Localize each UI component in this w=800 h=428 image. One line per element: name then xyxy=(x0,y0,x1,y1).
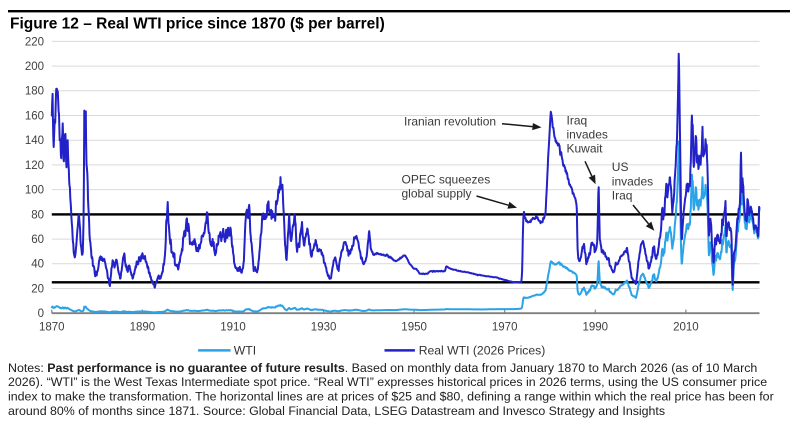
svg-text:1930: 1930 xyxy=(311,322,337,334)
svg-text:80: 80 xyxy=(31,209,44,221)
svg-text:60: 60 xyxy=(31,234,44,246)
svg-text:0: 0 xyxy=(38,308,44,320)
svg-text:1910: 1910 xyxy=(220,322,246,334)
svg-text:WTI: WTI xyxy=(234,343,256,357)
svg-text:index to make the transformati: index to make the transformation. The ho… xyxy=(8,390,774,404)
svg-text:2010: 2010 xyxy=(673,322,699,334)
svg-text:20: 20 xyxy=(31,283,44,295)
svg-text:100: 100 xyxy=(25,185,44,197)
svg-text:1970: 1970 xyxy=(492,322,518,334)
svg-text:OPEC squeezes: OPEC squeezes xyxy=(402,173,491,187)
svg-text:40: 40 xyxy=(31,259,44,271)
svg-text:Figure 12 – Real WTI price sin: Figure 12 – Real WTI price since 1870 ($… xyxy=(10,16,385,33)
svg-text:US: US xyxy=(612,160,629,174)
svg-text:200: 200 xyxy=(25,61,44,73)
svg-text:Iranian revolution: Iranian revolution xyxy=(404,115,496,129)
svg-text:Iraq: Iraq xyxy=(567,114,588,128)
svg-text:1990: 1990 xyxy=(583,322,609,334)
svg-text:2026). “WTI” is the West Texas: 2026). “WTI” is the West Texas Intermedi… xyxy=(8,375,767,389)
svg-text:1950: 1950 xyxy=(401,322,427,334)
svg-text:invades: invades xyxy=(612,174,653,188)
svg-text:160: 160 xyxy=(25,110,44,122)
svg-text:140: 140 xyxy=(25,135,44,147)
svg-text:120: 120 xyxy=(25,160,44,172)
svg-text:around 80% of months since 187: around 80% of months since 1871. Source:… xyxy=(8,404,665,418)
svg-text:global supply: global supply xyxy=(402,187,472,201)
svg-text:Notes: Past performance is no: Notes: Past performance is no guarantee … xyxy=(8,361,757,375)
svg-text:180: 180 xyxy=(25,86,44,98)
svg-text:220: 220 xyxy=(25,36,44,48)
svg-text:Kuwait: Kuwait xyxy=(567,142,604,156)
svg-text:Real WTI (2026 Prices): Real WTI (2026 Prices) xyxy=(419,343,546,357)
svg-text:invades: invades xyxy=(567,128,608,142)
svg-text:1870: 1870 xyxy=(39,322,65,334)
svg-text:Iraq: Iraq xyxy=(612,188,633,202)
svg-text:1890: 1890 xyxy=(130,322,156,334)
